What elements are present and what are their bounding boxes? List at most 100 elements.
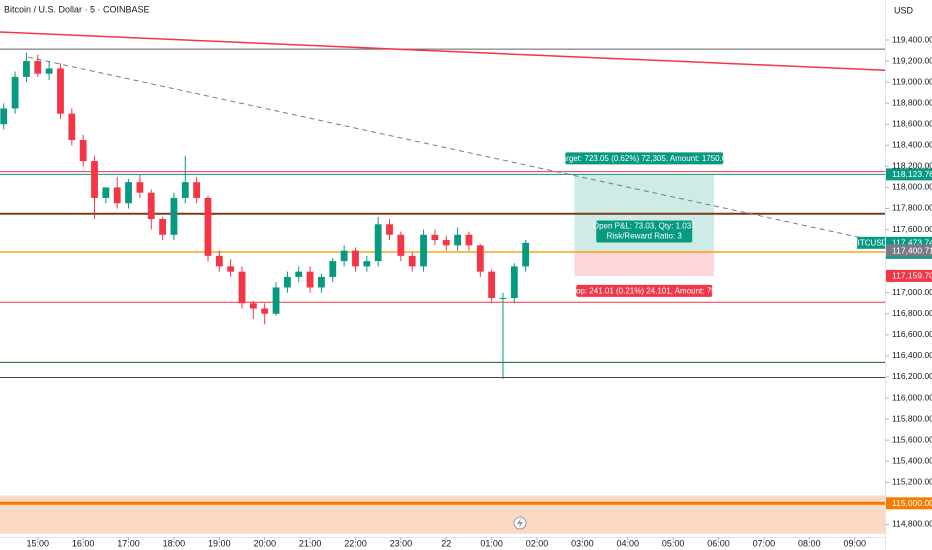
candle-body [329,261,337,277]
candle-body [125,182,132,204]
price-tag [886,497,932,510]
candle-body [363,261,371,267]
y-tick-label: 115,600.00 [892,434,932,444]
price-tag-label: 117,159.70 [892,271,932,281]
y-tick-label: 118,000.00 [892,182,932,192]
label-box [565,152,724,165]
currency: USD [894,5,914,15]
symbol-label: BTCUSD [855,238,888,247]
candle-body [23,61,30,77]
price-tag-label: 117,400.71 [892,245,932,255]
candle-body [306,271,314,288]
candle-body [522,242,530,267]
x-tick-label: 02:00 [526,538,549,548]
candle-body [454,234,461,246]
candle-body [227,266,235,272]
candle-body [204,197,212,256]
x-tick-label: 20:00 [253,538,276,548]
y-tick-label: 114,800.00 [892,519,932,529]
y-tick-label: 116,600.00 [892,329,932,339]
y-tick-label: 116,000.00 [892,392,932,402]
candle-body [79,140,87,162]
y-tick-label: 119,200.00 [892,55,932,65]
candle-body [170,197,178,235]
candle-body [238,271,246,304]
y-tick-label: 116,400.00 [892,350,932,360]
x-tick-label: 01:00 [480,538,503,548]
x-tick-label: 17:00 [117,538,140,548]
candle-body [34,61,42,74]
y-tick-label: 117,800.00 [892,203,932,213]
x-tick-label: 16:00 [72,538,95,548]
price-tag [886,244,932,257]
price-tag-label: 115,000.00 [892,498,932,508]
position-label: Open P&L: 73.03, Qty: 1.037 [593,222,696,231]
candle-body [352,250,359,267]
position-label: Target: 723.05 (0.62%) 72,305, Amount: 1… [558,154,732,163]
replay-icon[interactable] [513,516,527,530]
candle-body [57,68,64,114]
candle-body [420,234,427,267]
candle-body [499,297,507,299]
x-tick-label: 05:00 [662,538,685,548]
label-box [576,284,713,297]
label-box [596,220,693,243]
symbol-tag [857,236,885,249]
candle-body [91,161,98,198]
candle-body [0,108,8,125]
candle-body [465,234,473,246]
candle-body [408,255,416,267]
candle-body [102,187,110,198]
x-tick-label: 08:00 [798,538,821,548]
candle-body [431,234,439,241]
price-tag [886,269,932,282]
candle-body [261,308,269,314]
candle-body [147,192,155,220]
candle-body [340,250,348,262]
position-label: Risk/Reward Ratio: 3 [607,232,683,241]
candle-body [181,182,189,198]
plot: Target: 723.05 (0.62%) 72,305, Amount: 1… [0,31,888,534]
x-tick-label: 15:00 [27,538,50,548]
trend-line [0,31,886,71]
candle-body [193,182,201,198]
candle-body [159,219,166,235]
candle-body [215,255,223,267]
chart-title: Bitcoin / U.S. Dollar · 5 · COINBASE [4,4,150,14]
y-tick-label: 116,800.00 [892,308,932,318]
y-tick-label: 118,400.00 [892,140,932,150]
candle-body [136,182,144,193]
y-tick-label: 119,000.00 [892,76,932,86]
y-tick-label: 118,600.00 [892,118,932,128]
x-tick-label: 07:00 [753,538,776,548]
candle-body [11,76,19,109]
candle-body [283,276,291,288]
x-tick-label: 18:00 [163,538,186,548]
candle-body [442,240,450,246]
candle-body [249,303,257,309]
candle-body [476,245,484,272]
x-tick-label: 23:00 [390,538,413,548]
x-tick-label: 04:00 [617,538,640,548]
candle-body [386,224,393,235]
y-tick-label: 117,000.00 [892,287,932,297]
x-tick-label: 19:00 [208,538,231,548]
candle-body [113,187,121,204]
y-tick-label: 116,200.00 [892,371,932,381]
position-label: Stop: 241.01 (0.21%) 24,101, Amount: 750 [568,287,720,296]
x-tick-label: 09:00 [843,538,866,548]
candle-body [68,113,76,141]
y-tick-label: 117,600.00 [892,224,932,234]
candle-body [488,271,496,298]
candle-body [272,287,280,314]
price-tag-label: 117,473.74 [892,238,932,248]
candle-body [318,276,325,288]
x-tick-label: 21:00 [299,538,322,548]
price-tag-label: 118,123.76 [892,169,932,179]
x-tick-label: 22 [441,538,451,548]
x-tick-label: 06:00 [707,538,730,548]
trend-line [27,56,886,244]
